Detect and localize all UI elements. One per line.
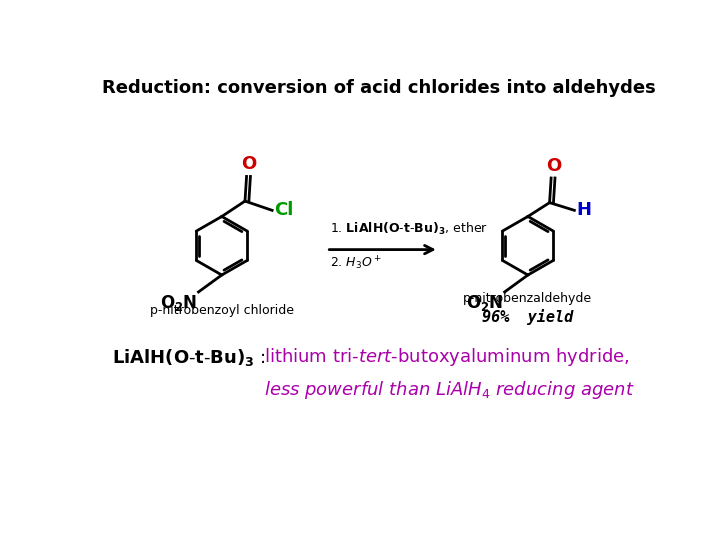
Text: less powerful than $LiAlH_4$ reducing agent: less powerful than $LiAlH_4$ reducing ag… (264, 379, 635, 401)
Text: H: H (577, 200, 592, 219)
Text: 96%  yield: 96% yield (482, 309, 574, 325)
Text: Reduction: conversion of acid chlorides into aldehydes: Reduction: conversion of acid chlorides … (102, 79, 655, 97)
Text: $\mathbf{LiAlH(O\text{-}t\text{-}Bu)_3}$ :: $\mathbf{LiAlH(O\text{-}t\text{-}Bu)_3}$… (112, 347, 266, 368)
Text: 2. $H_3O^+$: 2. $H_3O^+$ (330, 254, 382, 272)
Text: 1. $\mathbf{LiAlH(O\text{-}t\text{-}Bu)_3}$, ether: 1. $\mathbf{LiAlH(O\text{-}t\text{-}Bu)_… (330, 221, 488, 237)
Text: O: O (241, 156, 256, 173)
Text: Cl: Cl (274, 200, 294, 219)
Text: O: O (546, 157, 561, 175)
Text: p-nitrobenzoyl chloride: p-nitrobenzoyl chloride (150, 304, 294, 318)
Text: p-nitrobenzaldehyde: p-nitrobenzaldehyde (463, 292, 593, 305)
Text: $\mathbf{O_2N}$: $\mathbf{O_2N}$ (466, 294, 503, 314)
Text: lithium tri-$\it{tert}$-butoxyaluminum hydride,: lithium tri-$\it{tert}$-butoxyaluminum h… (264, 346, 630, 368)
Text: $\mathbf{O_2N}$: $\mathbf{O_2N}$ (160, 294, 197, 314)
